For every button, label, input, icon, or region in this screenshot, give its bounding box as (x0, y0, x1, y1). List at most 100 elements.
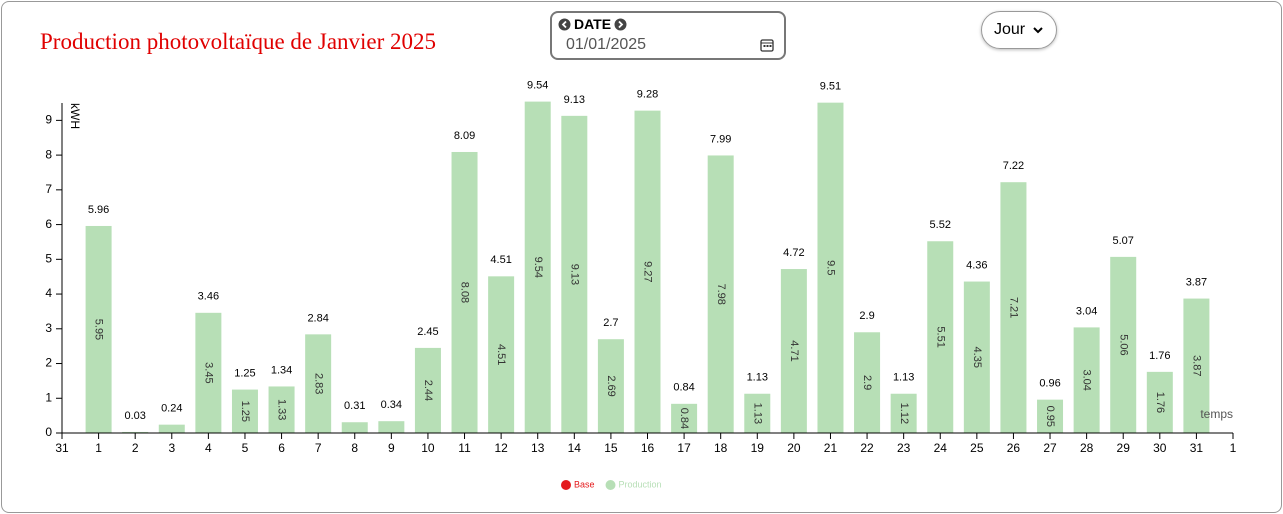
x-tick-label: 2 (132, 441, 139, 455)
y-tick-label: 8 (45, 147, 52, 161)
bar (305, 334, 332, 433)
chevron (1033, 27, 1043, 34)
value-label: 5.52 (930, 219, 951, 231)
inner-label: 4.71 (788, 340, 800, 361)
bar (122, 431, 149, 433)
legend-swatch (561, 480, 571, 490)
bar (671, 403, 698, 433)
x-tick-label: 15 (604, 441, 618, 455)
bar (854, 332, 881, 433)
date-header: DATE (558, 16, 627, 32)
x-tick-label: 7 (315, 441, 322, 455)
value-label: 0.84 (673, 382, 694, 394)
y-tick-label: 1 (45, 390, 52, 404)
x-tick-label: 16 (641, 441, 655, 455)
value-label: 4.72 (783, 247, 804, 259)
y-tick-label: 5 (45, 251, 52, 265)
inner-label: 1.25 (239, 401, 251, 422)
calendar-icon[interactable] (760, 38, 774, 52)
bar (1183, 298, 1210, 433)
x-tick-label: 27 (1043, 441, 1057, 455)
value-label: 0.24 (161, 403, 182, 415)
x-tick-label: 28 (1080, 441, 1094, 455)
y-tick-label: 0 (45, 425, 52, 439)
inner-label: 8.08 (459, 282, 471, 303)
prev-icon[interactable] (558, 18, 571, 31)
value-label: 7.22 (1003, 160, 1024, 172)
inner-label: 2.9 (861, 375, 873, 390)
bar (1110, 256, 1137, 433)
x-tick-label: 22 (860, 441, 874, 455)
value-label: 3.87 (1186, 276, 1207, 288)
value-label: 7.99 (710, 133, 731, 145)
value-label: 2.9 (859, 310, 874, 322)
inner-label: 3.04 (1081, 369, 1093, 390)
y-tick-label: 2 (45, 356, 52, 370)
x-tick-label: 21 (824, 441, 838, 455)
x-tick-label: 25 (970, 441, 984, 455)
next-icon[interactable] (614, 18, 627, 31)
inner-label: 9.5 (825, 260, 837, 275)
x-tick-label: 1 (1230, 441, 1237, 455)
y-axis-label: kWH (68, 103, 82, 129)
inner-label: 9.27 (642, 261, 654, 282)
x-tick-label: 9 (388, 441, 395, 455)
date-label: DATE (574, 16, 612, 32)
inner-label: 2.83 (312, 373, 324, 394)
y-tick-label: 7 (45, 182, 52, 196)
bar (488, 276, 515, 433)
inner-label: 4.51 (495, 344, 507, 365)
x-tick-label: 20 (787, 441, 801, 455)
x-tick-label: 18 (714, 441, 728, 455)
y-tick-label: 3 (45, 321, 52, 335)
value-label: 9.54 (527, 80, 548, 92)
value-label: 1.13 (893, 372, 914, 384)
value-label: 5.07 (1113, 235, 1134, 247)
value-label: 1.13 (747, 372, 768, 384)
bar (817, 102, 844, 433)
inner-label: 0.84 (678, 408, 690, 429)
x-tick-label: 12 (494, 441, 508, 455)
bar (195, 312, 222, 433)
bar (707, 155, 734, 433)
value-label: 9.13 (564, 94, 585, 106)
bar (268, 386, 295, 433)
inner-label: 3.87 (1191, 355, 1203, 376)
inner-label: 1.33 (276, 399, 288, 420)
inner-label: 3.45 (202, 362, 214, 383)
bar (85, 225, 112, 433)
x-tick-label: 11 (458, 441, 471, 455)
date-picker[interactable]: DATE 01/01/2025 (550, 11, 786, 60)
x-tick-label: 19 (751, 441, 765, 455)
bar (890, 393, 917, 433)
x-tick-label: 31 (1190, 441, 1204, 455)
legend-swatch (605, 480, 616, 490)
inner-label: 2.44 (422, 380, 434, 401)
value-label: 9.51 (820, 81, 841, 93)
x-tick-label: 23 (897, 441, 911, 455)
value-label: 3.46 (198, 291, 219, 303)
value-label: 2.7 (603, 317, 618, 329)
value-label: 0.96 (1039, 378, 1060, 390)
x-tick-label: 17 (677, 441, 691, 455)
x-tick-label: 31 (55, 441, 69, 455)
bar (1037, 399, 1064, 433)
x-axis-label: temps (1200, 407, 1233, 421)
value-label: 5.96 (88, 204, 109, 216)
value-label: 1.34 (271, 364, 292, 376)
x-tick-label: 29 (1117, 441, 1131, 455)
bar (451, 151, 478, 433)
value-label: 1.25 (234, 367, 255, 379)
bar (963, 281, 990, 433)
date-value[interactable]: 01/01/2025 (566, 36, 647, 53)
period-select[interactable]: Jour (981, 11, 1057, 49)
bar (1146, 371, 1173, 433)
value-label: 0.34 (381, 399, 402, 411)
x-tick-label: 5 (242, 441, 249, 455)
x-tick-label: 4 (205, 441, 212, 455)
inner-label: 1.12 (898, 403, 910, 424)
value-label: 4.51 (490, 254, 511, 266)
bar (744, 393, 771, 433)
y-tick-label: 4 (45, 286, 52, 300)
